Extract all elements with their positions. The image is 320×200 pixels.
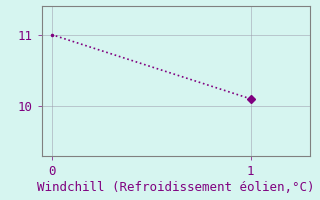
X-axis label: Windchill (Refroidissement éolien,°C): Windchill (Refroidissement éolien,°C) <box>37 181 315 194</box>
